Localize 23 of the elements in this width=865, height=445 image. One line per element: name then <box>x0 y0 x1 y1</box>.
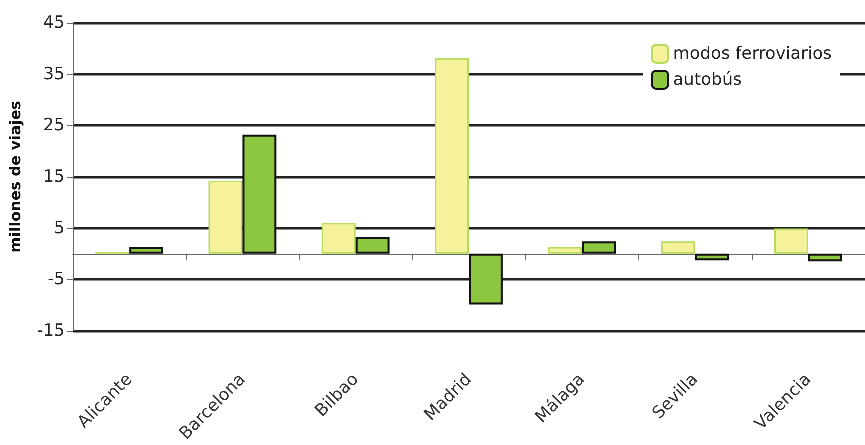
bar <box>548 247 582 254</box>
y-tick-label: -5 <box>48 270 65 290</box>
bar <box>322 223 356 254</box>
y-tick-label: 45 <box>43 13 65 33</box>
bar <box>208 181 243 254</box>
y-tick-label: 25 <box>43 116 65 136</box>
bar <box>582 242 616 254</box>
legend-label: modos ferroviarios <box>673 44 832 64</box>
bar <box>661 242 696 254</box>
bar <box>356 238 390 254</box>
bar <box>242 134 277 254</box>
bar <box>808 254 842 262</box>
bar <box>774 228 808 254</box>
bar <box>130 247 164 254</box>
y-tick-label: -15 <box>37 320 65 341</box>
y-axis-title: millones de viajes <box>6 100 24 253</box>
y-tick-label: 15 <box>43 166 65 187</box>
bar <box>435 58 469 254</box>
y-tick-label: 5 <box>54 218 65 238</box>
legend-label: autobús <box>673 70 742 90</box>
bar <box>695 254 730 261</box>
y-tick-label: 35 <box>43 64 65 84</box>
bar <box>469 254 503 305</box>
